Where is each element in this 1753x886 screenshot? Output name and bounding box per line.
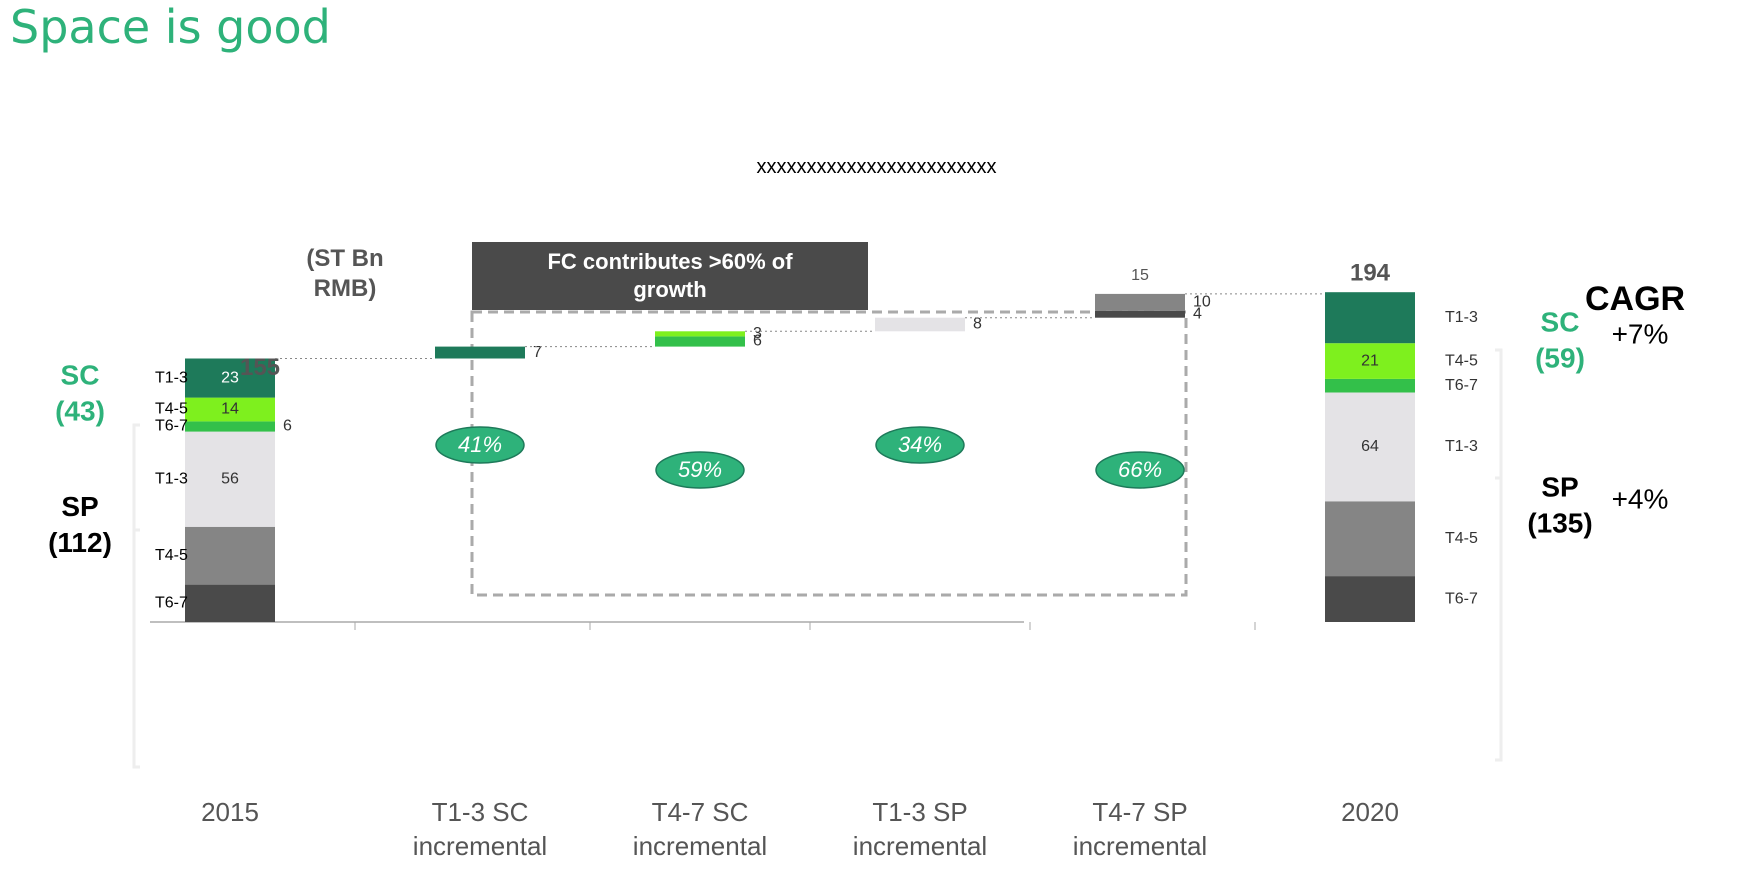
share-badge	[655, 451, 745, 489]
cagr-value: +4%	[1612, 484, 1669, 515]
total-label: 155	[240, 354, 280, 381]
share-badge	[435, 426, 525, 464]
right-brace	[1495, 348, 1503, 762]
tier-label: T1-3	[155, 369, 188, 386]
value-label: 7	[533, 344, 542, 361]
tier-label: T6-7	[155, 418, 188, 435]
share-badge	[875, 426, 965, 464]
bar-segment	[185, 584, 275, 622]
left-brace	[132, 423, 140, 769]
bar-segment	[655, 331, 745, 337]
category-label: T1-3 SC incremental	[412, 797, 548, 861]
value-label: 3	[753, 325, 762, 342]
total-label: 194	[1350, 260, 1391, 287]
bar-segment	[1325, 576, 1415, 622]
tier-label: T4-5	[155, 401, 188, 418]
share-label: 34%	[898, 432, 942, 457]
value-label: 6	[283, 418, 292, 435]
bar-segment	[185, 397, 275, 422]
tier-label: T6-7	[155, 595, 188, 612]
bar-segment	[1325, 392, 1415, 502]
tier-label: T4-5	[1445, 530, 1478, 547]
bar-segment	[875, 317, 965, 332]
tier-label: T6-7	[1445, 590, 1478, 607]
bar-segment	[1095, 310, 1185, 318]
callout-text: FC contributes >60% of growth	[547, 249, 793, 302]
tier-label: T1-3	[1445, 438, 1478, 455]
bar-segment	[1325, 292, 1415, 344]
group-total: (135)	[1527, 508, 1592, 539]
value-label: 21	[1361, 352, 1379, 369]
value-label: 8	[973, 316, 982, 333]
group-name: SC	[1541, 307, 1580, 338]
value-label: 23	[221, 369, 239, 386]
group-total: (43)	[55, 395, 105, 426]
category-label: 2020	[1341, 797, 1399, 827]
value-label: 4	[1193, 306, 1202, 323]
share-label: 41%	[458, 432, 502, 457]
group-total: (59)	[1535, 343, 1585, 374]
tier-label: T4-5	[1445, 352, 1478, 369]
bar-segment	[185, 431, 275, 527]
category-label: 2015	[201, 797, 259, 827]
tier-label: T4-5	[155, 547, 188, 564]
value-label: 14	[221, 401, 239, 418]
highlight-box	[470, 310, 1188, 597]
value-label: 6	[753, 333, 762, 350]
bar-segment	[1325, 343, 1415, 379]
bar-segment	[1095, 293, 1185, 311]
slide-title: Space is good	[10, 0, 331, 54]
category-label: T4-7 SC incremental	[632, 797, 768, 861]
share-label: 66%	[1118, 457, 1162, 482]
bar-segment	[435, 346, 525, 359]
unit-label: (ST Bn RMB)	[306, 245, 384, 302]
tier-label: T1-3	[1445, 309, 1478, 326]
value-label: 10	[1193, 294, 1211, 311]
tier-label: T6-7	[1445, 377, 1478, 394]
bar-segment	[1325, 501, 1415, 577]
share-label: 59%	[678, 457, 722, 482]
bar-segment	[185, 358, 275, 398]
bar-segment	[655, 336, 745, 347]
bar-segment	[185, 421, 275, 432]
cagr-value: +7%	[1612, 319, 1669, 350]
total-label: 15	[1131, 267, 1149, 284]
group-name: SC	[61, 359, 100, 390]
group-total: (112)	[48, 527, 112, 558]
share-badge	[1095, 451, 1185, 489]
value-label: 64	[1361, 438, 1379, 455]
tier-label: T1-3	[155, 470, 188, 487]
group-name: SP	[1541, 472, 1578, 503]
cagr-title: CAGR	[1585, 280, 1686, 318]
callout: FC contributes >60% of growth	[472, 242, 868, 310]
bar-segment	[1325, 378, 1415, 393]
group-name: SP	[61, 491, 98, 522]
subtitle: xxxxxxxxxxxxxxxxxxxxxxxx	[756, 156, 997, 178]
value-label: 56	[221, 470, 239, 487]
bar-segment	[185, 526, 275, 585]
category-label: T1-3 SP incremental	[852, 797, 988, 861]
category-label: T4-7 SP incremental	[1072, 797, 1208, 861]
